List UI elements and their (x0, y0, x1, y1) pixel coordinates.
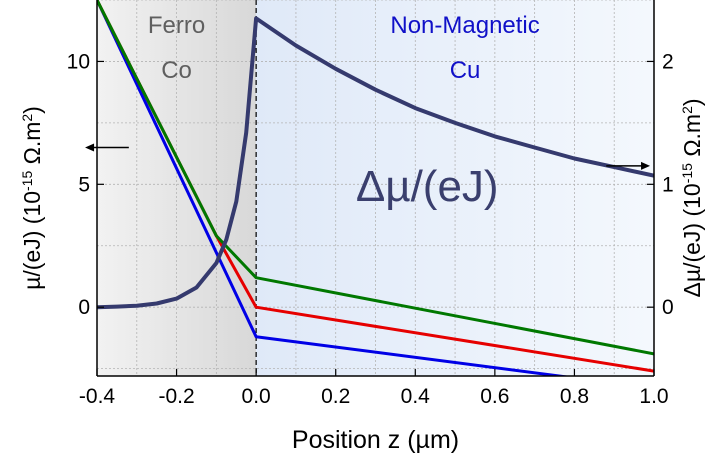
series-line-4 (97, 16, 654, 310)
x-tick-label: 0.6 (480, 385, 509, 408)
x-tick-label: 0.2 (321, 385, 350, 408)
y-left-tick-label: 10 (67, 50, 90, 73)
y-axis-right-label-part: Δµ/(eJ) (10 (679, 183, 705, 297)
x-tick-label: 0.4 (401, 385, 431, 408)
y-right-tick-label: 1 (662, 173, 674, 196)
series-line-3 (97, 0, 654, 356)
x-tick-label: 0.8 (560, 385, 589, 408)
delta-mu-annotation: Δµ/(eJ) (356, 162, 499, 211)
grid (97, 0, 654, 376)
series-lines (97, 0, 654, 376)
axes (96, 0, 655, 377)
x-tick-label: -0.4 (79, 385, 116, 408)
axis-arrow-right-head (641, 161, 651, 170)
y-right-tick-label: 0 (662, 296, 674, 319)
y-axis-left-label-part: -15 (19, 171, 35, 191)
y-axis-right-label-part: ) (679, 98, 705, 106)
region-label-line1: Ferro (148, 12, 205, 39)
x-axis-label: Position z (µm) (292, 426, 459, 454)
y-axis-right-label: Δµ/(eJ) (10-15 Ω.m2) (679, 98, 705, 297)
x-tick-label: 1.0 (639, 385, 668, 408)
y-right-tick-label: 2 (662, 50, 674, 73)
y-axis-left-label-part: ) (19, 106, 45, 114)
y-axis-left-label-part: µ/(eJ) (10 (19, 191, 45, 290)
region-label-line2: Co (161, 57, 192, 84)
y-left-tick-label: 0 (78, 296, 90, 319)
x-tick-label: 0.0 (242, 385, 271, 408)
region-label-line1: Non-Magnetic (390, 12, 539, 39)
x-tick-label: -0.2 (158, 385, 194, 408)
y-axis-left-label: µ/(eJ) (10-15 Ω.m2) (19, 106, 45, 290)
y-axis-right-label-part: 2 (679, 106, 695, 114)
y-left-tick-label: 5 (78, 173, 90, 196)
annotations: Position z (µm)µ/(eJ) (10-15 Ω.m2)Δµ/(eJ… (19, 12, 705, 454)
y-axis-left-label-part: 2 (19, 114, 35, 122)
y-axis-left-label-part: Ω.m (19, 122, 45, 171)
y-axis-right-label-part: -15 (679, 163, 695, 183)
tick-labels: -0.4 -0.2 0.0 0.2 0.4 0.6 0.8 1.0 0 5 10 0 1 2 (67, 50, 674, 408)
axis-arrow-left-head (85, 143, 95, 152)
y-axis-right-label-part: Ω.m (679, 114, 705, 163)
series-line-1 (97, 0, 571, 376)
region-label-line2: Cu (450, 57, 481, 84)
